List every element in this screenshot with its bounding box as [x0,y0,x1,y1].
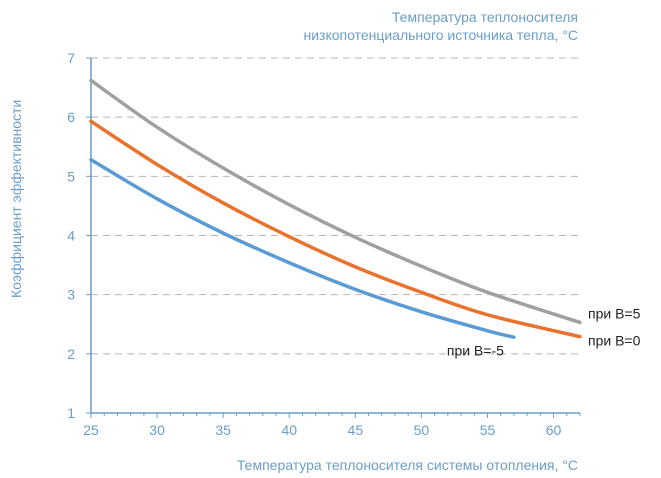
top-title-line2: низкопотенциального источника тепла, °C [303,27,578,43]
y-tick-label: 7 [67,50,75,66]
y-ticks: 1 2 3 4 5 6 7 [67,50,91,421]
y-tick-label: 4 [67,228,75,244]
y-axis-label: Коэффициент эффективности [8,100,24,298]
x-tick-label: 45 [348,422,364,438]
x-tick-label: 35 [215,422,231,438]
series-label: при B=0 [588,333,641,349]
series-label: при B=-5 [447,342,504,358]
x-tick-label: 30 [149,422,165,438]
series-labels: при B=5 при B=0 при B=-5 [447,305,641,358]
x-tick-label: 55 [480,422,496,438]
y-tick-label: 1 [67,405,75,421]
x-tick-label: 40 [281,422,297,438]
grid-lines [91,57,580,355]
y-tick-label: 5 [67,168,75,184]
x-tick-label: 50 [414,422,430,438]
x-tick-label: 60 [546,422,562,438]
top-title-line1: Температура теплоносителя [392,9,578,25]
y-tick-label: 6 [67,109,75,125]
y-tick-label: 2 [67,346,75,362]
x-tick-label: 25 [83,422,99,438]
y-tick-label: 3 [67,287,75,303]
x-axis-label: Температура теплоносителя системы отопле… [237,457,578,473]
series-label: при B=5 [588,305,641,321]
series-lines [89,78,582,340]
x-ticks: 25 30 35 40 45 50 55 60 [83,413,581,438]
series-line [89,78,582,325]
series-line [89,158,516,340]
series-line [89,119,582,339]
